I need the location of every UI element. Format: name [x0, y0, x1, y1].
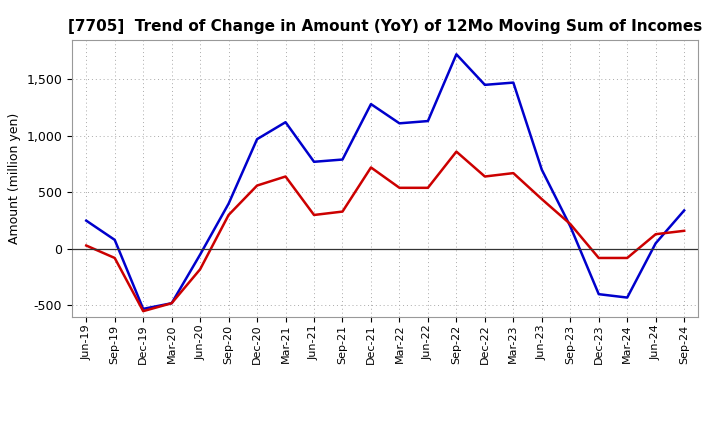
Ordinary Income [652, 241, 660, 246]
Net Income [110, 255, 119, 260]
Net Income [423, 185, 432, 191]
Net Income [566, 221, 575, 227]
Ordinary Income [310, 159, 318, 165]
Ordinary Income [595, 292, 603, 297]
Ordinary Income [139, 306, 148, 312]
Net Income [480, 174, 489, 179]
Ordinary Income [225, 201, 233, 206]
Net Income [225, 213, 233, 218]
Net Income [282, 174, 290, 179]
Net Income [366, 165, 375, 170]
Ordinary Income [680, 208, 688, 213]
Ordinary Income [366, 102, 375, 107]
Net Income [537, 197, 546, 202]
Net Income [338, 209, 347, 214]
Ordinary Income [110, 237, 119, 242]
Ordinary Income [452, 51, 461, 57]
Net Income [509, 170, 518, 176]
Net Income [310, 213, 318, 218]
Ordinary Income [82, 218, 91, 223]
Net Income [139, 308, 148, 314]
Line: Ordinary Income: Ordinary Income [86, 54, 684, 309]
Net Income [395, 185, 404, 191]
Net Income [253, 183, 261, 188]
Ordinary Income [253, 136, 261, 142]
Line: Net Income: Net Income [86, 152, 684, 311]
Ordinary Income [423, 118, 432, 124]
Net Income [452, 149, 461, 154]
Ordinary Income [537, 167, 546, 172]
Ordinary Income [167, 301, 176, 306]
Net Income [595, 255, 603, 260]
Net Income [167, 301, 176, 306]
Y-axis label: Amount (million yen): Amount (million yen) [8, 113, 21, 244]
Ordinary Income [566, 224, 575, 229]
Ordinary Income [509, 80, 518, 85]
Net Income [623, 255, 631, 260]
Ordinary Income [480, 82, 489, 88]
Net Income [196, 267, 204, 272]
Net Income [680, 228, 688, 234]
Ordinary Income [623, 295, 631, 300]
Ordinary Income [338, 157, 347, 162]
Net Income [82, 243, 91, 248]
Ordinary Income [196, 252, 204, 257]
Ordinary Income [395, 121, 404, 126]
Title: [7705]  Trend of Change in Amount (YoY) of 12Mo Moving Sum of Incomes: [7705] Trend of Change in Amount (YoY) o… [68, 19, 702, 34]
Ordinary Income [282, 120, 290, 125]
Net Income [652, 231, 660, 237]
